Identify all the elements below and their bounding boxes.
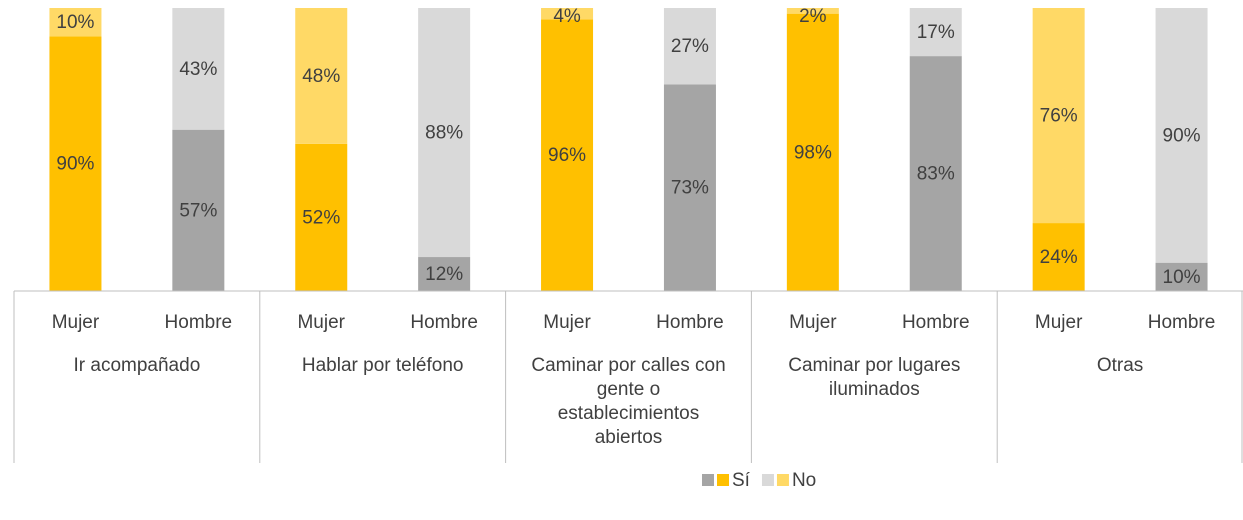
group-label: Otras <box>1096 355 1144 376</box>
data-label: 52% <box>302 207 340 228</box>
bar-segment <box>663 84 716 291</box>
data-label: 90% <box>56 154 94 175</box>
bar-segment <box>418 8 471 258</box>
legend-swatch <box>702 474 714 486</box>
group-label: Ir acompañado <box>73 355 201 376</box>
data-label: 88% <box>425 123 463 144</box>
bar-segment <box>1032 8 1085 224</box>
legend-label: No <box>792 470 816 491</box>
bar-segment <box>295 8 348 144</box>
bar-segment <box>786 8 839 14</box>
bar-segment <box>1155 8 1208 263</box>
bar-segment <box>295 143 348 291</box>
x-tick-label: Hombre <box>410 312 478 333</box>
data-label: 24% <box>1040 247 1078 268</box>
x-tick-label: Hombre <box>1148 312 1216 333</box>
data-label: 96% <box>548 145 586 166</box>
bar-segment <box>909 56 962 291</box>
bar-segment <box>172 8 225 130</box>
data-label: 12% <box>425 264 463 285</box>
legend-swatch <box>761 474 774 486</box>
bar-segment <box>786 13 839 291</box>
x-tick-label: Hombre <box>165 312 233 333</box>
data-label: 73% <box>671 178 709 199</box>
x-tick-label: Mujer <box>1035 312 1083 333</box>
data-label: 57% <box>179 200 217 221</box>
data-label: 10% <box>1163 267 1201 288</box>
data-label: 43% <box>179 59 217 80</box>
data-label: 27% <box>671 36 709 57</box>
bar-segment <box>1032 223 1085 291</box>
x-tick-label: Mujer <box>52 312 100 333</box>
bar-segment <box>49 8 102 37</box>
group-label: Caminar por lugares iluminados <box>788 355 961 400</box>
group-label: Hablar por teléfono <box>301 355 464 376</box>
data-label: 83% <box>917 164 955 185</box>
bar-segment <box>541 8 594 20</box>
legend-label: Sí <box>732 470 751 491</box>
bar-segment <box>909 8 962 57</box>
x-tick-label: Mujer <box>543 312 591 333</box>
legend-swatch <box>776 474 789 486</box>
group-label: Caminar por calles con gente o estableci… <box>531 355 726 448</box>
x-tick-label: Hombre <box>656 312 724 333</box>
bar-segment <box>1155 262 1208 291</box>
x-tick-label: Mujer <box>297 312 345 333</box>
legend-swatch <box>717 474 729 486</box>
data-label: 48% <box>302 66 340 87</box>
bar-segment <box>172 129 225 291</box>
data-label: 4% <box>553 6 581 27</box>
bar-segment <box>418 257 471 291</box>
x-tick-label: Hombre <box>902 312 970 333</box>
x-tick-label: Mujer <box>789 312 837 333</box>
data-label: 76% <box>1040 106 1078 127</box>
data-label: 90% <box>1163 125 1201 146</box>
data-label: 10% <box>56 12 94 33</box>
data-label: 98% <box>794 142 832 163</box>
data-label: 17% <box>917 22 955 43</box>
bar-segment <box>49 36 102 291</box>
bar-segment <box>663 8 716 85</box>
bar-segment <box>541 19 594 291</box>
data-label: 2% <box>799 6 827 27</box>
